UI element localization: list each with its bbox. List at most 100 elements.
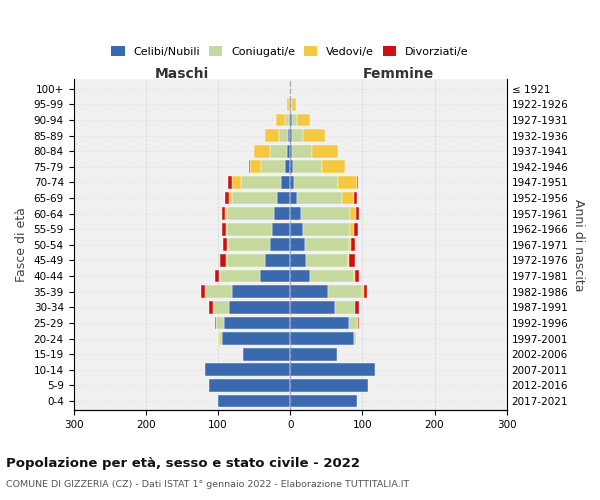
Bar — [358, 316, 359, 330]
Bar — [272, 223, 290, 235]
Bar — [350, 208, 356, 220]
Bar — [227, 254, 265, 267]
Bar — [355, 301, 359, 314]
Bar — [293, 160, 322, 173]
Bar — [306, 254, 348, 267]
Bar — [301, 208, 350, 220]
Bar — [205, 286, 232, 298]
Bar — [353, 332, 356, 345]
Bar — [232, 192, 277, 204]
Bar — [353, 192, 357, 204]
Bar — [209, 301, 213, 314]
Bar — [285, 160, 290, 173]
Bar — [290, 254, 306, 267]
Bar — [290, 192, 298, 204]
Bar — [356, 176, 358, 189]
Bar — [290, 223, 303, 235]
Bar — [290, 160, 293, 173]
Bar — [254, 145, 270, 158]
Bar — [290, 270, 310, 282]
Bar — [355, 270, 359, 282]
Bar — [290, 145, 292, 158]
Bar — [260, 270, 290, 282]
Bar — [232, 286, 290, 298]
Bar — [277, 114, 285, 126]
Bar — [290, 286, 328, 298]
Bar — [218, 332, 220, 345]
Bar — [290, 348, 337, 360]
Bar — [335, 301, 355, 314]
Bar — [227, 223, 272, 235]
Bar — [227, 238, 228, 252]
Bar — [228, 238, 270, 252]
Bar — [274, 208, 290, 220]
Bar — [226, 254, 227, 267]
Bar — [220, 332, 221, 345]
Bar — [241, 176, 281, 189]
Bar — [356, 208, 359, 220]
Bar — [292, 130, 303, 142]
Bar — [290, 98, 291, 111]
Text: Popolazione per età, sesso e stato civile - 2022: Popolazione per età, sesso e stato civil… — [6, 458, 360, 470]
Bar — [291, 98, 292, 111]
Bar — [298, 114, 310, 126]
Bar — [202, 286, 205, 298]
Bar — [277, 192, 290, 204]
Bar — [223, 238, 227, 252]
Bar — [292, 145, 312, 158]
Bar — [265, 254, 290, 267]
Bar — [228, 176, 232, 189]
Bar — [288, 130, 290, 142]
Bar — [290, 208, 301, 220]
Bar — [289, 98, 290, 111]
Bar — [353, 223, 358, 235]
Bar — [290, 176, 295, 189]
Bar — [250, 160, 260, 173]
Bar — [222, 223, 226, 235]
Text: COMUNE DI GIZZERIA (CZ) - Dati ISTAT 1° gennaio 2022 - Elaborazione TUTTITALIA.I: COMUNE DI GIZZERIA (CZ) - Dati ISTAT 1° … — [6, 480, 409, 489]
Bar — [287, 98, 289, 111]
Bar — [221, 332, 290, 345]
Bar — [328, 286, 362, 298]
Bar — [342, 192, 353, 204]
Bar — [220, 270, 260, 282]
Bar — [225, 192, 229, 204]
Bar — [290, 332, 353, 345]
Bar — [322, 160, 345, 173]
Bar — [364, 286, 367, 298]
Bar — [290, 114, 292, 126]
Bar — [290, 379, 368, 392]
Bar — [338, 176, 356, 189]
Text: Femmine: Femmine — [363, 67, 434, 81]
Bar — [349, 238, 352, 252]
Bar — [289, 114, 290, 126]
Bar — [303, 223, 350, 235]
Bar — [362, 286, 364, 298]
Bar — [305, 238, 349, 252]
Bar — [290, 316, 349, 330]
Bar — [218, 270, 220, 282]
Text: Maschi: Maschi — [155, 67, 209, 81]
Bar — [229, 301, 290, 314]
Y-axis label: Fasce di età: Fasce di età — [15, 208, 28, 282]
Bar — [243, 348, 290, 360]
Bar — [229, 192, 232, 204]
Bar — [285, 114, 289, 126]
Bar — [232, 176, 241, 189]
Bar — [224, 316, 290, 330]
Bar — [227, 208, 274, 220]
Bar — [215, 316, 217, 330]
Bar — [290, 301, 335, 314]
Bar — [312, 145, 338, 158]
Bar — [209, 379, 290, 392]
Bar — [310, 270, 353, 282]
Bar — [218, 394, 290, 407]
Legend: Celibi/Nubili, Coniugati/e, Vedovi/e, Divorziati/e: Celibi/Nubili, Coniugati/e, Vedovi/e, Di… — [107, 42, 473, 62]
Bar — [290, 130, 292, 142]
Bar — [292, 98, 296, 111]
Bar — [281, 176, 290, 189]
Bar — [290, 82, 291, 96]
Bar — [298, 192, 342, 204]
Bar — [349, 316, 358, 330]
Bar — [348, 254, 349, 267]
